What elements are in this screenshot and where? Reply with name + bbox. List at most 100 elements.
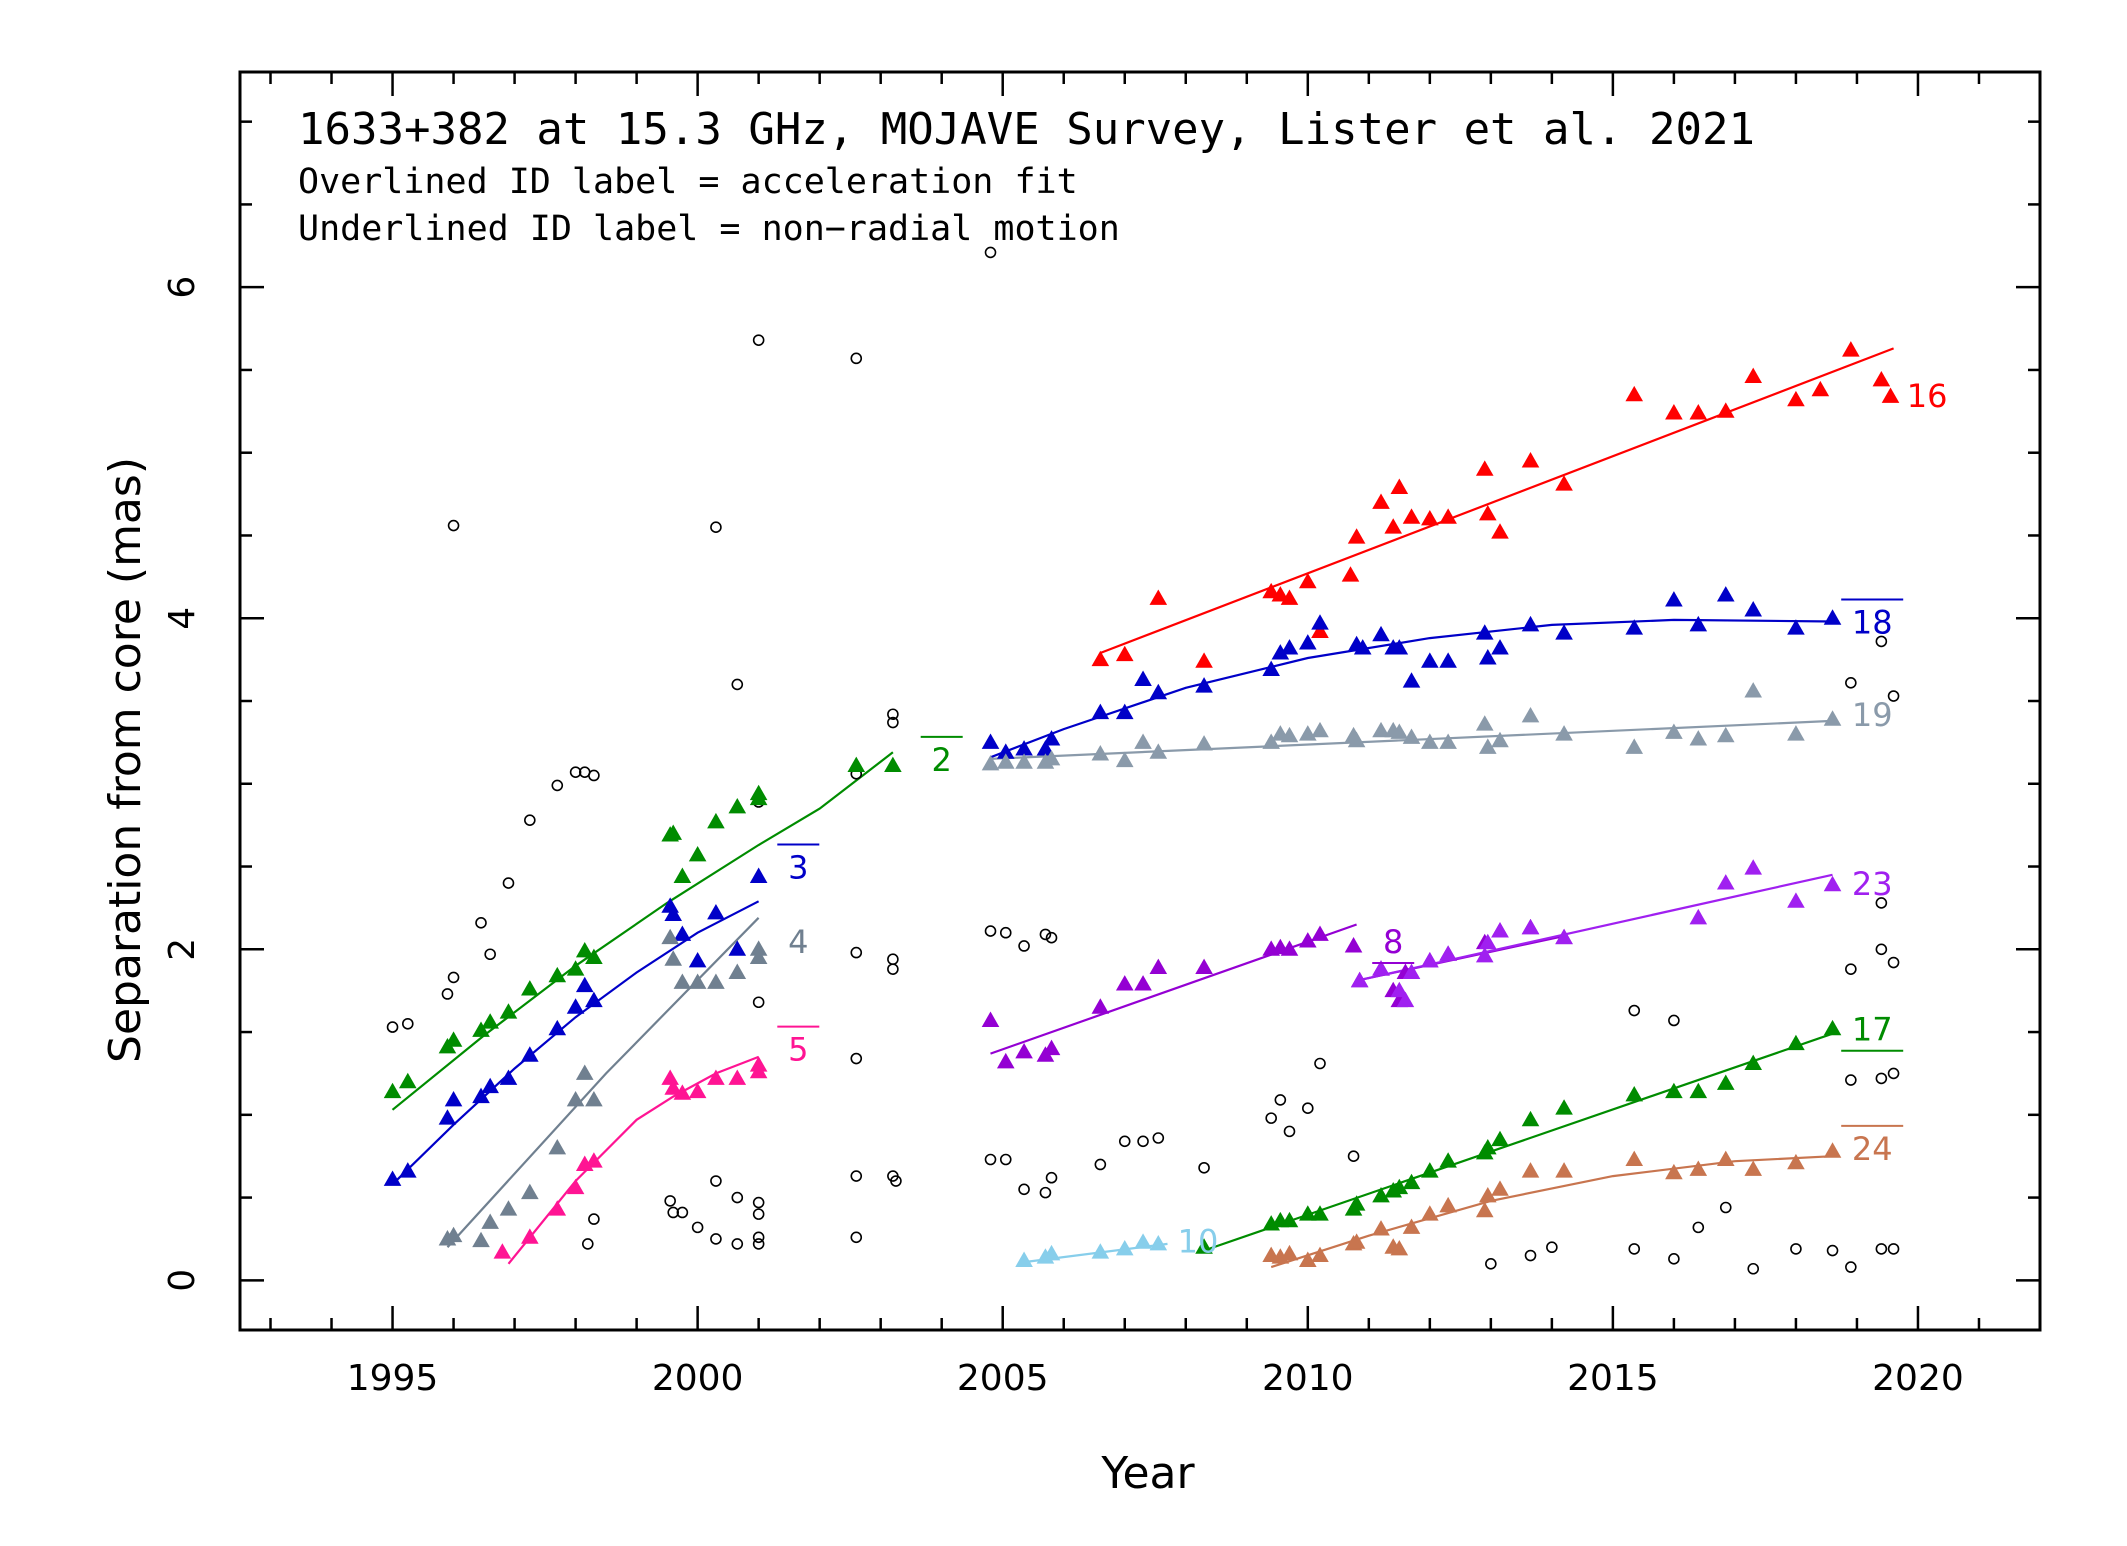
- component-17-point: [1689, 1082, 1708, 1099]
- component-19-point: [1091, 745, 1110, 761]
- unidentified-point: [581, 1238, 594, 1250]
- unidentified-point: [551, 779, 564, 792]
- component-18-point: [1311, 614, 1329, 630]
- unidentified-point: [386, 1021, 399, 1033]
- component-18-point: [1478, 649, 1497, 665]
- unidentified-point: [984, 246, 997, 259]
- unidentified-point: [524, 814, 536, 826]
- component-24-point: [1787, 1153, 1805, 1170]
- component-24-point: [1280, 1244, 1299, 1261]
- component-24-point: [1478, 1186, 1497, 1203]
- unidentified-point: [475, 917, 487, 929]
- component-3-point: [673, 925, 692, 941]
- component-19-point: [1015, 753, 1033, 769]
- unidentified-point: [752, 1208, 765, 1220]
- component-18-point: [1280, 639, 1299, 655]
- component-19-point: [1823, 710, 1842, 726]
- component-4-point: [707, 973, 725, 989]
- note-underlined: Underlined ID label = non−radial motion: [298, 209, 1120, 249]
- component-24-point: [1475, 1201, 1494, 1218]
- plot-frame: [238, 70, 2042, 1332]
- component-8-point: [1195, 958, 1213, 974]
- component-23-point: [1350, 971, 1369, 988]
- component-16-point: [1842, 341, 1860, 357]
- unidentified-point: [731, 1238, 744, 1250]
- component-2-point: [566, 960, 585, 976]
- component-5-point: [707, 1069, 725, 1085]
- fit-line-17: [1203, 1032, 1833, 1252]
- unidentified-point: [1875, 1243, 1888, 1255]
- unidentified-point: [887, 963, 899, 975]
- fit-line-16: [1099, 347, 1894, 655]
- component-23-point: [1402, 963, 1421, 979]
- x-tick-label: 2005: [957, 1358, 1049, 1399]
- unidentified-point: [1137, 1135, 1149, 1148]
- unidentified-point: [1485, 1257, 1497, 1270]
- component-3-point: [688, 951, 707, 968]
- unidentified-point: [1668, 1014, 1680, 1027]
- component-23-point: [1823, 875, 1842, 892]
- component-24-point: [1555, 1162, 1573, 1178]
- component-18-point: [1115, 703, 1134, 720]
- component-16-point: [1271, 586, 1290, 602]
- component-3-point: [521, 1046, 539, 1062]
- unidentified-point: [1045, 1171, 1058, 1184]
- component-18-point: [1491, 639, 1509, 655]
- unidentified-point: [1790, 1243, 1802, 1255]
- component-19-point: [1744, 682, 1763, 698]
- unidentified-point: [1875, 943, 1888, 956]
- component-4-point: [749, 948, 768, 965]
- component-8-point: [1042, 1039, 1061, 1056]
- component-4-point: [575, 1064, 594, 1080]
- component-24-point: [1491, 1180, 1509, 1196]
- component-19-point: [1134, 733, 1152, 749]
- unidentified-point: [984, 925, 997, 937]
- component-16-point: [1689, 404, 1708, 420]
- x-tick-label: 2020: [1872, 1358, 1964, 1399]
- unidentified-point: [502, 877, 515, 889]
- component-10-point: [1042, 1244, 1061, 1261]
- component-4-point: [661, 928, 679, 945]
- unidentified-point: [1045, 931, 1058, 944]
- component-label-19: 19: [1852, 696, 1893, 734]
- component-17-point: [1823, 1019, 1842, 1036]
- component-3-point: [585, 991, 603, 1008]
- component-17-point: [1787, 1034, 1805, 1051]
- component-5-point: [664, 1079, 683, 1095]
- unidentified-point: [1039, 1186, 1052, 1199]
- component-4-point: [688, 973, 707, 989]
- unidentified-point: [1347, 1150, 1360, 1162]
- component-16-point: [1372, 493, 1390, 509]
- component-18-point: [1823, 609, 1842, 625]
- unidentified-point: [1265, 1112, 1277, 1124]
- component-8-point: [1091, 998, 1110, 1014]
- component-17-point: [1625, 1086, 1644, 1102]
- component-18-point: [1091, 703, 1110, 720]
- component-8-point: [1280, 940, 1299, 956]
- component-16-point: [1491, 523, 1509, 539]
- component-5-point: [548, 1200, 567, 1216]
- component-18-point: [1149, 683, 1168, 700]
- component-19-point: [1421, 733, 1439, 749]
- unidentified-point: [691, 1221, 704, 1234]
- unidentified-point: [1887, 690, 1900, 702]
- component-4-point: [444, 1226, 463, 1243]
- component-18-point: [1787, 619, 1805, 635]
- unidentified-point: [710, 1175, 722, 1187]
- unidentified-point: [850, 1170, 863, 1182]
- component-2-point: [481, 1013, 499, 1029]
- component-23-point: [1521, 918, 1540, 935]
- unidentified-point: [447, 971, 460, 984]
- component-24-point: [1823, 1142, 1842, 1158]
- fit-line-8: [990, 923, 1357, 1055]
- unidentified-point: [1692, 1221, 1705, 1234]
- component-18-point: [1195, 677, 1213, 693]
- component-18-point: [1134, 670, 1152, 686]
- component-23-point: [1716, 874, 1735, 890]
- component-5-point: [521, 1228, 539, 1244]
- unidentified-point: [1887, 1243, 1900, 1255]
- component-2-point: [707, 812, 725, 829]
- component-label-5: 5: [788, 1031, 808, 1069]
- component-5-point: [661, 1069, 679, 1085]
